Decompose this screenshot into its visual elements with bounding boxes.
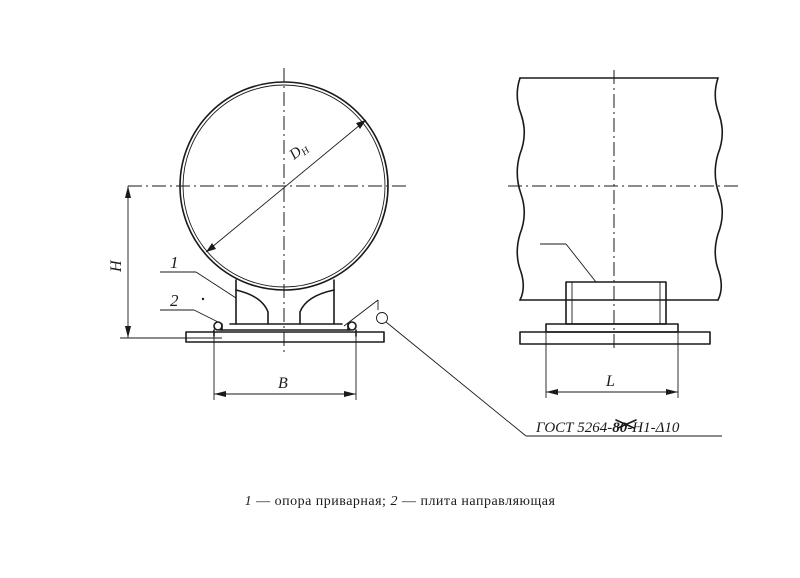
svg-text:ГОСТ 5264-80-H1-Δ10: ГОСТ 5264-80-H1-Δ10: [535, 420, 680, 436]
figure-caption: 1 — опора приварная; 2 — плита направляю…: [244, 494, 556, 509]
l-dimension: L: [545, 332, 679, 398]
weld-designation: ГОСТ 5264-80-H1-Δ10: [535, 419, 680, 436]
bolt-right: [347, 321, 357, 331]
side-view: L: [508, 70, 740, 398]
gost-leg: 10: [664, 420, 680, 436]
b-label: B: [278, 375, 288, 392]
b-dimension: B: [213, 336, 357, 400]
welded-support: [219, 279, 351, 331]
gost-tail: -H1-: [627, 420, 655, 436]
delta-icon: Δ: [655, 420, 665, 436]
front-view: DH H: [108, 68, 722, 437]
pipe-body-left-break: [516, 77, 526, 301]
part-leaders: 1 2: [160, 253, 237, 323]
weld-around-icon: [376, 312, 388, 324]
bolt-left: [213, 321, 223, 331]
diameter-arrow-top: [356, 120, 366, 129]
diameter-line: [205, 119, 367, 253]
side-support: [519, 281, 711, 345]
l-label: L: [605, 373, 615, 390]
guide-plate: [185, 321, 385, 343]
h-label: H: [108, 259, 125, 273]
gost-text: ГОСТ 5264-: [535, 420, 612, 436]
part-1-label: 1: [170, 253, 179, 272]
part-2-label: 2: [170, 291, 179, 310]
h-dimension: H: [108, 186, 222, 339]
diameter-arrow-bottom: [206, 243, 216, 252]
dn-label: DH: [286, 139, 313, 165]
side-leader: [540, 243, 597, 283]
weld-leader: [343, 299, 722, 437]
pipe-body-right-break: [714, 77, 724, 301]
